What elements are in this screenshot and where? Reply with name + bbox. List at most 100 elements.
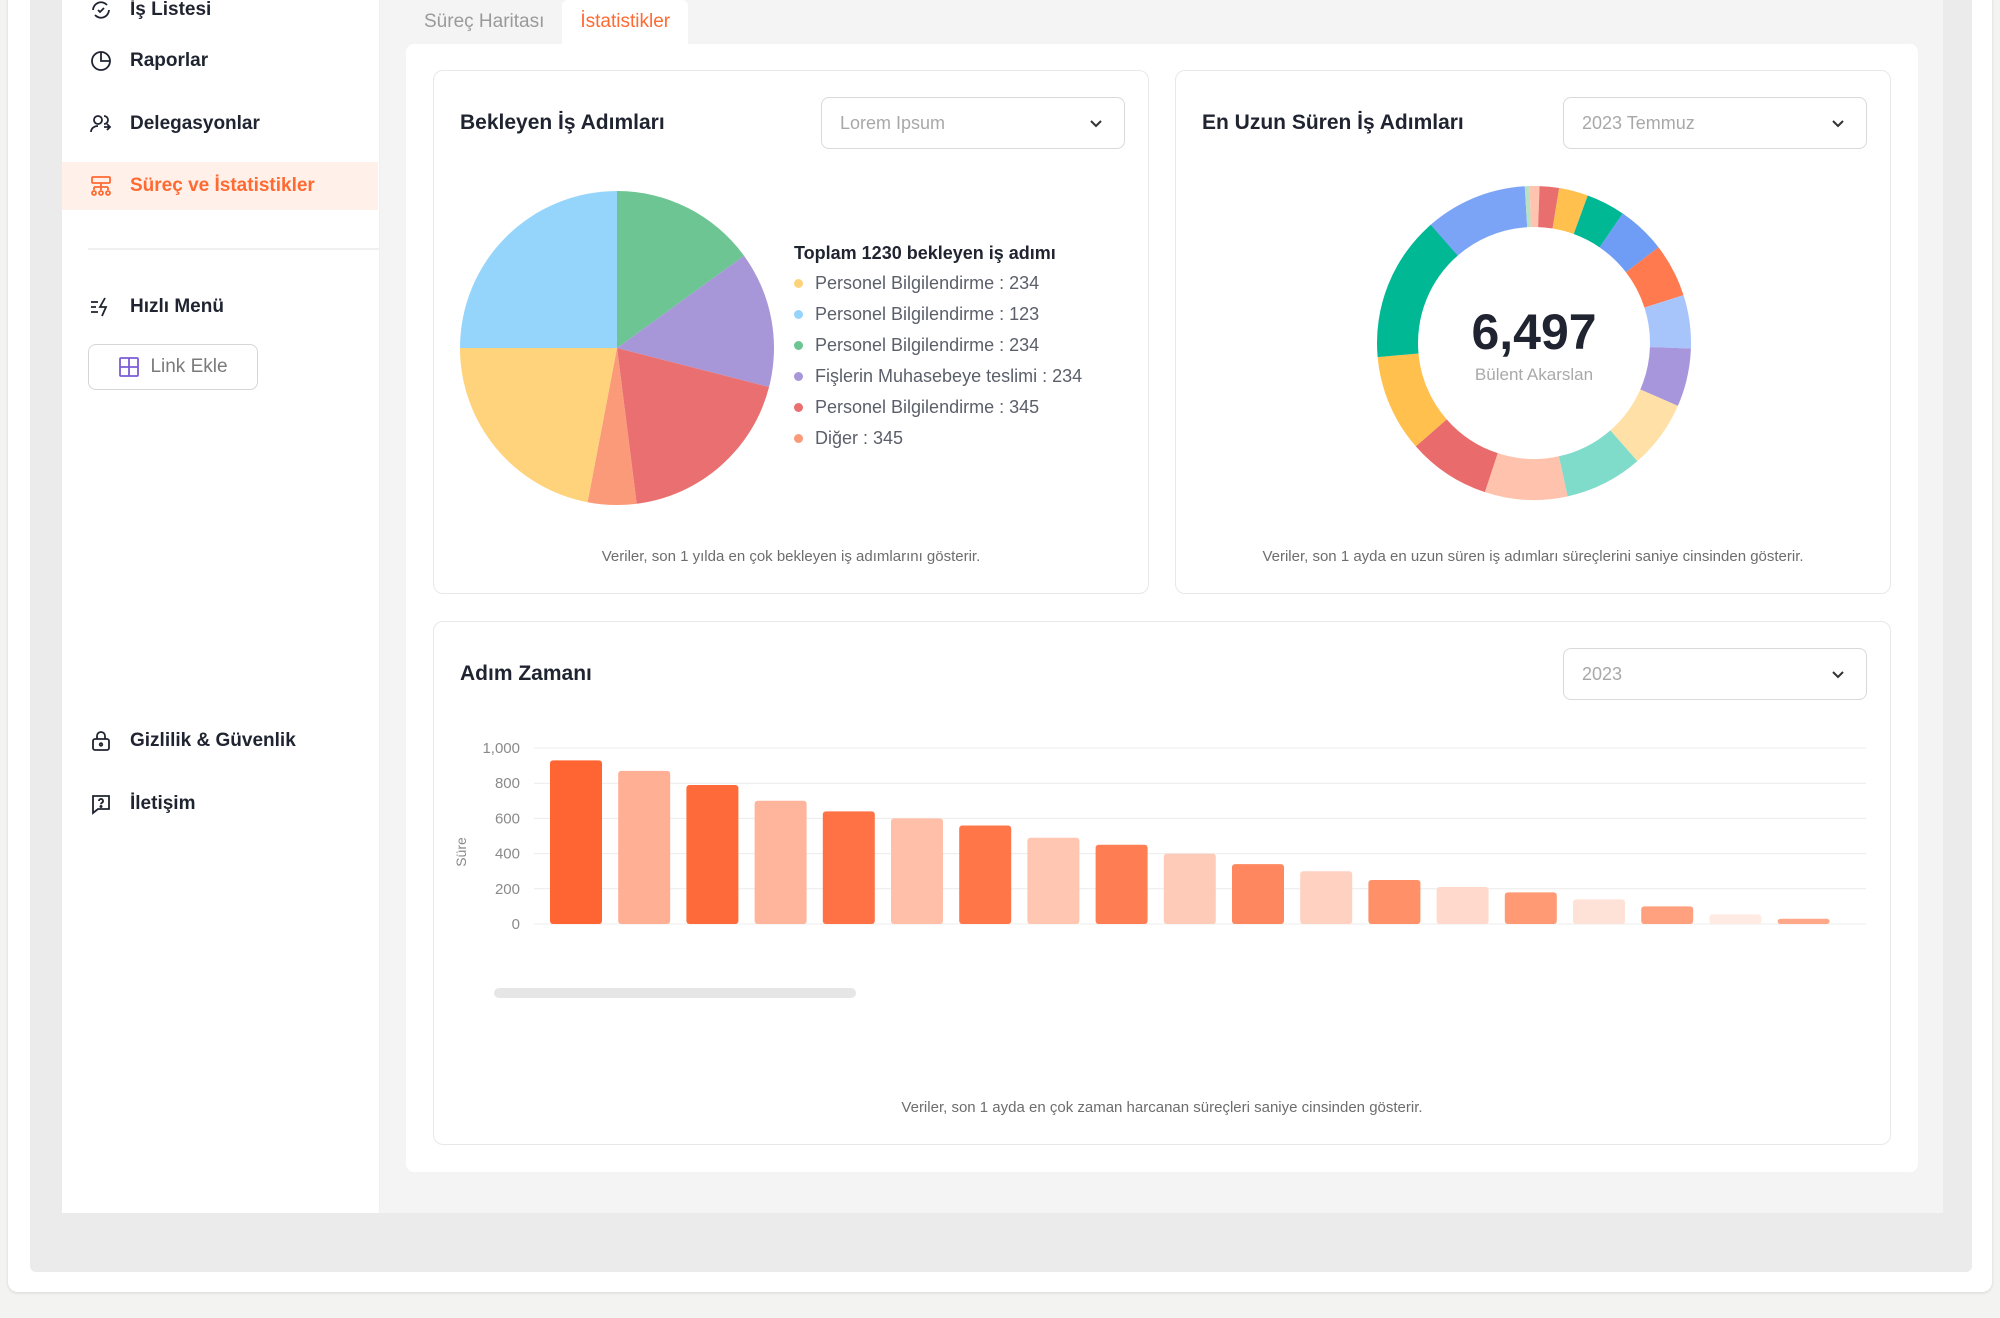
sidebar-item-label: Raporlar: [130, 50, 209, 71]
donut-segment: [1625, 247, 1684, 308]
add-link-button[interactable]: Link Ekle: [88, 344, 258, 390]
bar[interactable]: [1709, 914, 1762, 924]
bar[interactable]: [1027, 837, 1080, 924]
delegation-users-icon: [88, 111, 114, 137]
quick-menu-icon: [88, 294, 114, 320]
bar[interactable]: [754, 800, 807, 924]
legend-dot: [794, 341, 803, 350]
legend-item: Personel Bilgilendirme : 234: [794, 273, 1039, 294]
donut-segment: [1377, 353, 1447, 447]
bar[interactable]: [1163, 853, 1216, 924]
pending-pie-chart: [460, 191, 774, 505]
donut-segment: [1426, 186, 1528, 259]
help-message-icon: [88, 791, 114, 817]
legend-item: Personel Bilgilendirme : 123: [794, 304, 1039, 325]
donut-segment: [1640, 347, 1691, 406]
bar[interactable]: [1232, 864, 1284, 924]
legend-dot: [794, 403, 803, 412]
sidebar: İş Listesi Raporlar Delegasyonlar Süreç …: [62, 0, 414, 1213]
donut-segment: [1524, 186, 1531, 228]
panel-title: Bekleyen İş Adımları: [460, 111, 665, 134]
donut-segment: [1484, 453, 1568, 500]
sidebar-item-reports[interactable]: Raporlar: [62, 37, 378, 85]
bar[interactable]: [1777, 918, 1830, 924]
sidebar-item-process-statistics[interactable]: Süreç ve İstatistikler: [62, 162, 378, 210]
bar[interactable]: [550, 760, 602, 924]
bar[interactable]: [822, 811, 875, 924]
y-axis-label: Süre: [452, 837, 469, 867]
sidebar-item-label: Delegasyonlar: [130, 113, 260, 134]
pending-steps-select[interactable]: Lorem Ipsum: [821, 97, 1125, 149]
chevron-down-icon: [1086, 114, 1106, 139]
donut-segment: [1552, 188, 1588, 235]
donut-center: 6,497 Bülent Akarslan: [1424, 303, 1644, 385]
legend-dot: [794, 279, 803, 288]
bar[interactable]: [1573, 899, 1625, 924]
chart-horizontal-scrollbar[interactable]: [494, 988, 856, 998]
donut-segment: [1599, 213, 1659, 273]
tab-bar: Süreç Haritası İstatistikler: [406, 0, 689, 44]
task-list-icon: [88, 0, 114, 23]
quick-menu-header: Hızlı Menü: [62, 283, 378, 331]
panel-title: Adım Zamanı: [460, 662, 592, 685]
bar[interactable]: [1436, 887, 1489, 924]
bar[interactable]: [959, 825, 1012, 924]
pie-slice: [460, 348, 617, 503]
bar[interactable]: [891, 818, 943, 924]
donut-segment: [1558, 430, 1638, 497]
legend-label: Fişlerin Muhasebeye teslimi : 234: [815, 366, 1083, 386]
longest-donut-chart: [1377, 186, 1691, 500]
legend-item: Personel Bilgilendirme : 234: [794, 335, 1039, 356]
legend-item: Personel Bilgilendirme : 345: [794, 397, 1039, 418]
bar[interactable]: [1095, 844, 1148, 924]
y-tick-label: 800: [495, 775, 520, 792]
tab-process-map[interactable]: Süreç Haritası: [424, 11, 545, 32]
sidebar-item-label: İletişim: [130, 793, 196, 814]
bar[interactable]: [1504, 892, 1557, 924]
pie-slice: [617, 191, 745, 348]
chevron-down-icon: [1828, 665, 1848, 690]
panel-footnote: Veriler, son 1 ayda en çok zaman harcana…: [901, 1099, 1423, 1116]
bar[interactable]: [1300, 871, 1353, 924]
pie-slice: [617, 348, 770, 504]
sidebar-item-label: İş Listesi: [130, 0, 212, 20]
sidebar-item-label: Gizlilik & Güvenlik: [130, 730, 296, 751]
panel-footnote: Veriler, son 1 yılda en çok bekleyen iş …: [601, 548, 981, 565]
sidebar-item-label: Süreç ve İstatistikler: [130, 175, 315, 196]
sidebar-divider: [88, 248, 414, 250]
sidebar-item-contact[interactable]: İletişim: [62, 780, 378, 828]
tab-statistics[interactable]: İstatistikler: [562, 0, 689, 44]
pie-slice: [587, 348, 637, 505]
donut-segment: [1573, 195, 1623, 248]
chevron-down-icon: [1828, 114, 1848, 139]
legend-item: Diğer : 345: [794, 428, 903, 449]
donut-segment: [1415, 419, 1498, 493]
legend-label: Personel Bilgilendirme : 123: [815, 304, 1040, 324]
sidebar-item-task-list[interactable]: İş Listesi: [62, 0, 378, 34]
donut-segment: [1377, 224, 1458, 358]
sidebar-item-delegations[interactable]: Delegasyonlar: [62, 100, 378, 148]
pending-steps-panel: Bekleyen İş Adımları Lorem Ipsum Toplam …: [433, 70, 1149, 594]
legend-dot: [794, 372, 803, 381]
sidebar-item-privacy-security[interactable]: Gizlilik & Güvenlik: [62, 717, 378, 765]
step-time-panel: Adım Zamanı 2023 Süre 0 200 400 600 800 1,000…: [433, 621, 1891, 1145]
bar[interactable]: [1641, 906, 1694, 924]
legend-label: Personel Bilgilendirme : 234: [815, 273, 1040, 293]
step-time-select[interactable]: 2023: [1563, 648, 1867, 700]
pie-slice: [617, 255, 774, 388]
donut-segment: [1529, 186, 1540, 228]
panel-footnote: Veriler, son 1 ayda en uzun süren iş adı…: [1262, 548, 1804, 565]
bar[interactable]: [686, 784, 739, 924]
step-time-bar-chart: 0 200 400 600 800 1,000: [482, 740, 1866, 932]
add-link-label: Link Ekle: [150, 356, 228, 377]
legend-title: Toplam 1230 bekleyen iş adımı: [794, 243, 1056, 263]
pie-report-icon: [88, 48, 114, 74]
legend-label: Personel Bilgilendirme : 345: [815, 397, 1040, 417]
bar[interactable]: [618, 770, 671, 924]
add-link-icon: [118, 356, 140, 378]
pie-slice: [460, 191, 617, 348]
longest-steps-select[interactable]: 2023 Temmuz: [1563, 97, 1867, 149]
donut-segment: [1610, 389, 1678, 462]
y-tick-label: 0: [512, 916, 520, 932]
bar[interactable]: [1368, 880, 1421, 924]
